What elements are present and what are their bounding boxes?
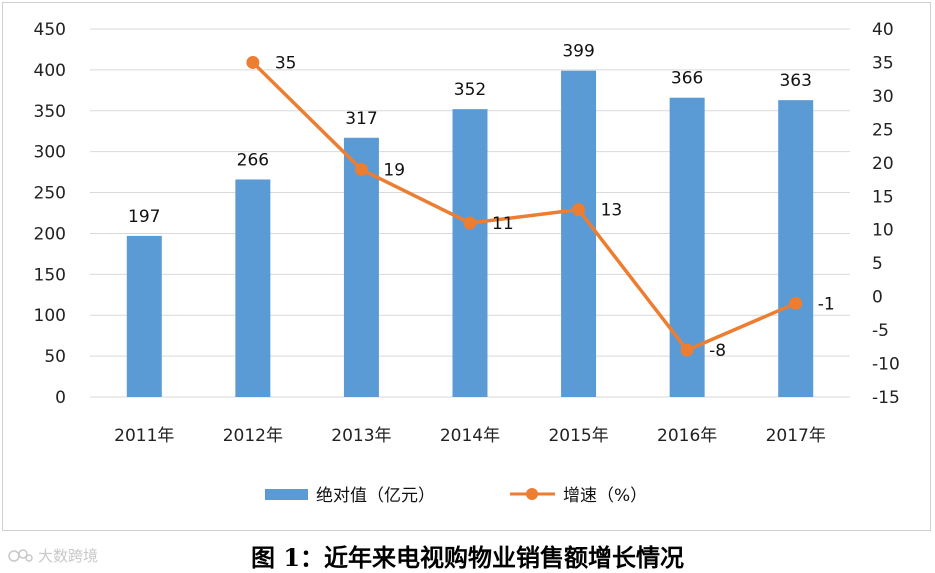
growth-line <box>251 61 797 352</box>
growth-data-label: 35 <box>275 53 297 73</box>
figure-caption: 图 1：近年来电视购物业销售额增长情况 <box>250 543 685 572</box>
bar-data-label: 352 <box>454 80 486 100</box>
grid-lines <box>90 28 850 398</box>
x-tick-label: 2014年 <box>440 426 500 446</box>
line-series: 35 19 11 13 -8 -1 <box>246 53 835 361</box>
bar-data-label: 266 <box>237 150 269 170</box>
left-tick-label: 150 <box>34 265 66 285</box>
right-tick-label: 5 <box>872 254 883 274</box>
growth-data-label: 19 <box>383 161 405 181</box>
growth-data-label: 13 <box>601 201 623 221</box>
right-tick-label: -10 <box>872 355 900 375</box>
right-tick-label: 15 <box>872 187 894 207</box>
left-y-axis: 0 50 100 150 200 250 300 350 400 450 <box>34 20 66 408</box>
bar <box>235 179 271 397</box>
right-y-axis: -15 -10 -5 0 5 10 15 20 25 30 35 40 <box>872 20 900 408</box>
x-tick-label: 2011年 <box>114 426 174 446</box>
right-tick-label: 25 <box>872 120 894 140</box>
bar-data-label: 399 <box>562 42 594 62</box>
bar <box>561 70 597 397</box>
right-tick-label: -15 <box>872 388 900 408</box>
x-tick-label: 2016年 <box>657 426 717 446</box>
left-tick-label: 100 <box>34 306 66 326</box>
growth-data-label: -8 <box>709 341 726 361</box>
left-tick-label: 200 <box>34 224 66 244</box>
x-tick-label: 2017年 <box>766 426 826 446</box>
right-tick-label: 30 <box>872 87 894 107</box>
bar-data-label: 366 <box>671 69 703 89</box>
right-tick-label: 20 <box>872 154 894 174</box>
right-tick-label: 40 <box>872 20 894 40</box>
legend-label-line: 增速（%） <box>563 486 647 506</box>
bar <box>126 235 162 397</box>
x-tick-label: 2012年 <box>223 426 283 446</box>
left-tick-label: 350 <box>34 102 66 122</box>
growth-point <box>246 55 260 69</box>
left-tick-label: 450 <box>34 20 66 40</box>
bar-data-label: 363 <box>779 71 811 91</box>
right-tick-label: -5 <box>872 321 889 341</box>
x-tick-label: 2013年 <box>331 426 391 446</box>
right-tick-label: 35 <box>872 53 894 73</box>
growth-point <box>680 343 694 357</box>
growth-point <box>463 216 477 230</box>
legend-label-bar: 绝对值（亿元） <box>316 486 435 506</box>
growth-point <box>572 203 586 217</box>
watermark-text: 大数跨境 <box>38 547 99 565</box>
legend: 绝对值（亿元） 增速（%） <box>265 486 647 506</box>
growth-data-label: 11 <box>492 214 514 234</box>
left-tick-label: 250 <box>34 184 66 204</box>
bar <box>452 109 488 398</box>
bar <box>343 137 379 397</box>
bar <box>778 100 814 397</box>
left-tick-label: 300 <box>34 143 66 163</box>
left-tick-label: 0 <box>55 388 66 408</box>
watermark-logo-icon <box>8 548 33 562</box>
left-tick-label: 400 <box>34 61 66 81</box>
x-axis: 2011年 2012年 2013年 2014年 2015年 2016年 2017年 <box>114 426 826 446</box>
bar-data-label: 317 <box>345 109 377 129</box>
left-tick-label: 50 <box>44 347 66 367</box>
growth-point <box>354 163 368 177</box>
legend-swatch-bar <box>265 489 308 500</box>
bar-series: 197 266 317 352 399 366 363 <box>126 42 814 398</box>
growth-data-label: -1 <box>818 294 835 314</box>
right-tick-label: 0 <box>872 288 883 308</box>
legend-swatch-marker <box>526 488 538 500</box>
watermark: 大数跨境 <box>8 545 98 566</box>
right-tick-label: 10 <box>872 221 894 241</box>
bar-data-label: 197 <box>128 207 160 227</box>
x-tick-label: 2015年 <box>548 426 608 446</box>
growth-point <box>789 296 803 310</box>
